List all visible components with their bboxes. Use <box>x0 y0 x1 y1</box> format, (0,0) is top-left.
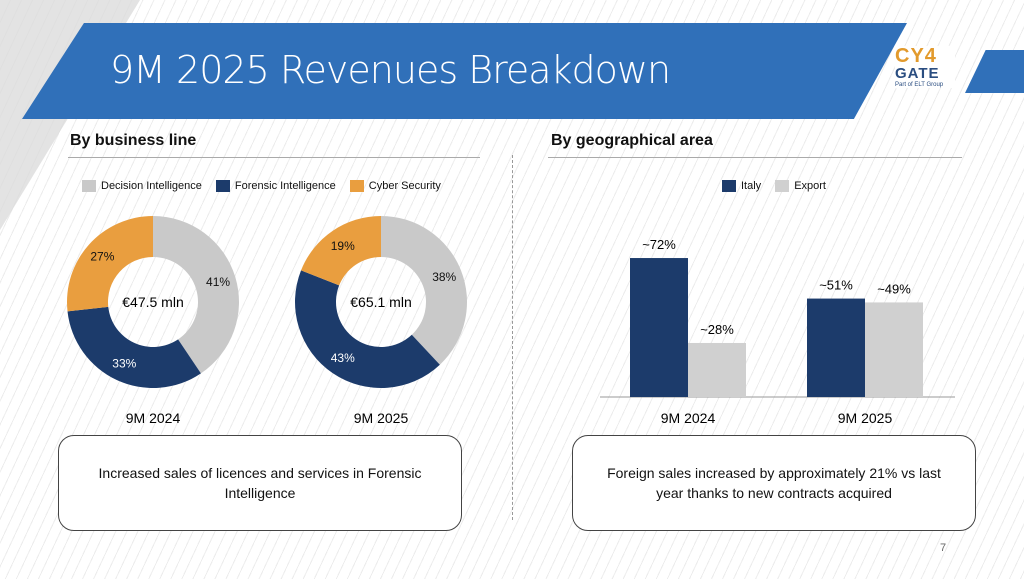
donut-center-total: €65.1 mln <box>350 294 411 310</box>
donut-center-total: €47.5 mln <box>122 294 183 310</box>
logo-text-2: GATE <box>895 65 940 82</box>
logo-text-3: Part of ELT Group <box>895 82 944 88</box>
slice-label: 27% <box>90 250 114 264</box>
divider <box>548 157 962 158</box>
slice-label: 33% <box>112 357 136 371</box>
donut-label: 9M 2025 <box>354 410 409 426</box>
donut-slice <box>294 270 440 389</box>
donut-slice <box>381 216 468 365</box>
business-line-heading: By business line <box>70 132 197 149</box>
bar <box>807 298 865 397</box>
donut-slice <box>301 216 381 286</box>
legend-label: Cyber Security <box>368 180 441 192</box>
bar <box>865 302 923 397</box>
slice-label: 41% <box>206 275 230 289</box>
x-tick-label: 9M 2024 <box>661 410 716 426</box>
slice-label: 38% <box>432 270 456 284</box>
bar-value-label: ~51% <box>819 278 853 293</box>
donut-label: 9M 2024 <box>126 410 181 426</box>
legend-label: Export <box>794 180 826 192</box>
bar-legend: Italy Export <box>722 180 826 193</box>
legend-label: Italy <box>741 180 762 192</box>
legend-item: Decision Intelligence <box>82 180 202 193</box>
left-note-box: Increased sales of licences and services… <box>58 435 462 531</box>
legend-label: Decision Intelligence <box>101 180 202 192</box>
page-title: 9M 2025 Revenues Breakdown <box>110 48 671 92</box>
logo-text-1: CY4 <box>895 45 937 67</box>
legend-item: Cyber Security <box>349 180 441 193</box>
company-logo: CY4 GATE Part of ELT Group <box>895 46 955 88</box>
legend-item: Export <box>775 180 826 193</box>
geo-area-heading: By geographical area <box>551 132 713 149</box>
bar-value-label: ~72% <box>642 237 676 252</box>
x-tick-label: 9M 2025 <box>838 410 893 426</box>
legend-item: Italy <box>722 180 762 193</box>
donut-slice <box>67 306 201 388</box>
right-note-box: Foreign sales increased by approximately… <box>572 435 976 531</box>
bar <box>688 342 746 397</box>
donut-slice <box>153 216 239 374</box>
slice-label: 19% <box>331 239 355 253</box>
divider <box>68 157 480 158</box>
bar-value-label: ~49% <box>877 281 911 296</box>
title-banner <box>22 23 907 119</box>
bar <box>630 258 688 397</box>
donut-slice <box>66 216 153 312</box>
donut-legend: Decision Intelligence Forensic Intellige… <box>82 180 441 193</box>
legend-label: Forensic Intelligence <box>234 180 336 192</box>
legend-item: Forensic Intelligence <box>215 180 336 193</box>
bar-value-label: ~28% <box>700 322 734 337</box>
left-note: Increased sales of licences and services… <box>98 465 422 501</box>
section-divider <box>512 155 513 520</box>
right-note: Foreign sales increased by approximately… <box>607 465 941 501</box>
slice-label: 43% <box>331 351 355 365</box>
page-number: 7 <box>940 542 947 554</box>
